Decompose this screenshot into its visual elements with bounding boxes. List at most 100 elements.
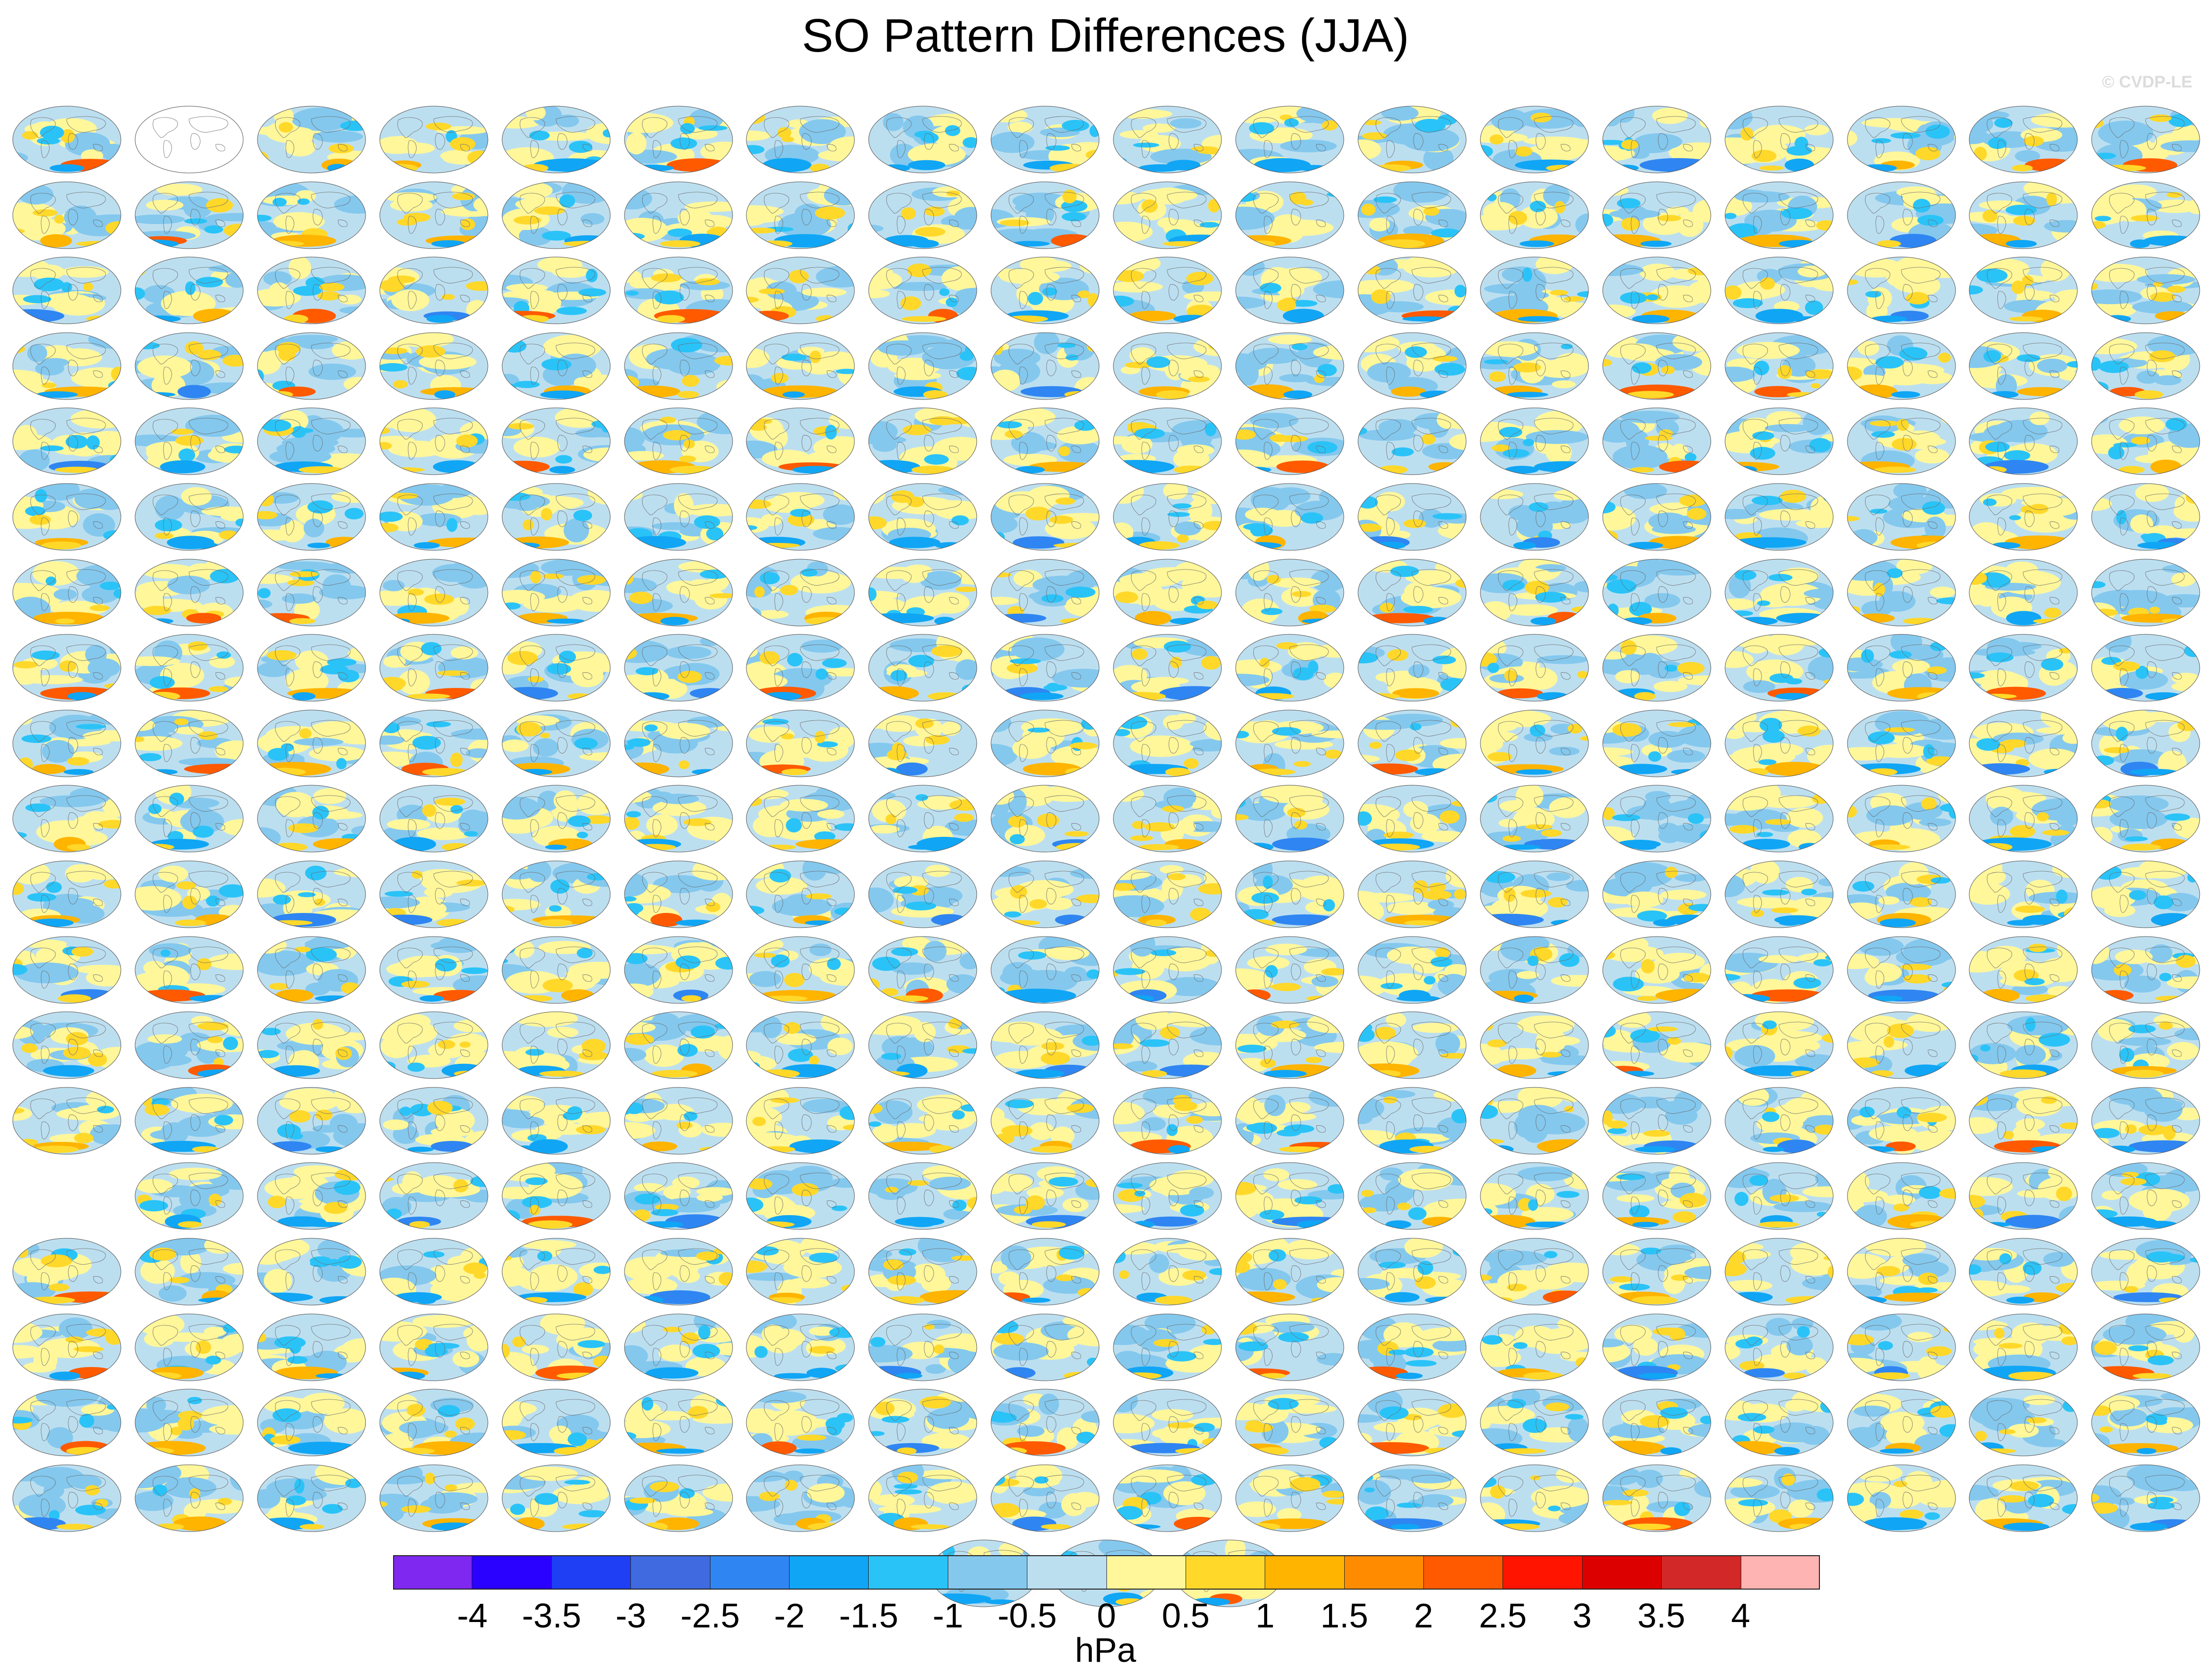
- global-map: [502, 1238, 611, 1306]
- global-map: [1847, 1162, 1956, 1230]
- global-map: [2091, 256, 2200, 324]
- map-panel: [1596, 1155, 1718, 1233]
- map-panel: [1962, 325, 2084, 403]
- global-map: [1235, 181, 1344, 249]
- global-map: [502, 332, 611, 400]
- map-panel: [1351, 1457, 1473, 1536]
- map-panel: [1106, 1306, 1228, 1385]
- colorbar-swatch: [948, 1555, 1028, 1590]
- map-panel: [1841, 626, 1962, 705]
- global-map: [257, 181, 366, 249]
- map-panel: [739, 249, 861, 328]
- global-map: [1113, 1087, 1222, 1155]
- map-panel: [1596, 929, 1718, 1007]
- global-map: [1725, 407, 1834, 475]
- map-panel: [739, 626, 861, 705]
- map-panel: [1596, 1306, 1718, 1385]
- map-panel: [1351, 98, 1473, 177]
- global-map: [135, 256, 244, 324]
- map-panel: [251, 853, 372, 932]
- global-map: [991, 332, 1100, 400]
- global-map: [502, 559, 611, 626]
- global-map: [12, 559, 121, 626]
- global-map: [746, 634, 855, 702]
- global-map: [1480, 1389, 1589, 1456]
- global-map: [379, 483, 488, 551]
- map-panel: [6, 853, 128, 932]
- map-panel: [739, 1004, 861, 1082]
- global-map: [868, 1313, 977, 1381]
- map-panel: [2085, 174, 2207, 253]
- global-map: [12, 1464, 121, 1532]
- global-map: [1480, 785, 1589, 853]
- global-map: [746, 936, 855, 1004]
- map-panel: [1841, 400, 1962, 479]
- global-map: [379, 936, 488, 1004]
- map-panel: [1229, 853, 1351, 932]
- map-panel: [2085, 1004, 2207, 1082]
- colorbar-swatch: [1662, 1555, 1741, 1590]
- global-map: [624, 1313, 733, 1381]
- global-map: [2091, 407, 2200, 475]
- global-map: [1847, 936, 1956, 1004]
- global-map: [1725, 1238, 1834, 1306]
- map-panel: [862, 929, 984, 1007]
- global-map: [1480, 1011, 1589, 1079]
- global-map: [624, 860, 733, 928]
- colorbar-swatch: [710, 1555, 790, 1590]
- global-map: [12, 256, 121, 324]
- map-panel: [1718, 551, 1840, 630]
- global-map: [1480, 634, 1589, 702]
- map-panel: [2085, 929, 2207, 1007]
- map-panel: [373, 1230, 495, 1309]
- map-panel: [128, 476, 250, 554]
- global-map: [868, 1389, 977, 1456]
- map-panel: [1351, 249, 1473, 328]
- map-panel: [1962, 626, 2084, 705]
- global-map: [1969, 785, 2078, 853]
- map-panel: [1106, 1080, 1228, 1158]
- map-panel: [739, 98, 861, 177]
- map-panel: [495, 98, 617, 177]
- global-map: [1358, 936, 1467, 1004]
- global-map: [1113, 1313, 1222, 1381]
- map-panel: [618, 702, 739, 781]
- colorbar-tick-label: -2.5: [680, 1596, 740, 1635]
- global-map: [1725, 256, 1834, 324]
- global-map: [746, 407, 855, 475]
- global-map: [1969, 1238, 2078, 1306]
- global-map: [502, 256, 611, 324]
- map-panel: [1106, 1230, 1228, 1309]
- global-map: [868, 1162, 977, 1230]
- map-panel: [1351, 1080, 1473, 1158]
- map-panel: [251, 325, 372, 403]
- global-map: [1602, 1238, 1711, 1306]
- global-map: [1847, 860, 1956, 928]
- map-panel: [251, 249, 372, 328]
- global-map: [502, 710, 611, 777]
- map-panel: [862, 1306, 984, 1385]
- global-map: [502, 634, 611, 702]
- global-map: [1113, 407, 1222, 475]
- map-panel: [1841, 702, 1962, 781]
- global-map: [746, 1238, 855, 1306]
- map-panel: [1718, 1381, 1840, 1460]
- map-panel: [1596, 249, 1718, 328]
- map-panel: [1229, 551, 1351, 630]
- global-map: [624, 332, 733, 400]
- map-panel: [1229, 98, 1351, 177]
- map-panel: [1106, 551, 1228, 630]
- map-panel: [495, 1004, 617, 1082]
- global-map: [135, 860, 244, 928]
- map-panel: [373, 929, 495, 1007]
- global-map: [624, 1087, 733, 1155]
- global-map: [624, 181, 733, 249]
- global-map: [1480, 407, 1589, 475]
- map-panel: [1718, 777, 1840, 856]
- map-panel: [984, 1155, 1106, 1233]
- global-map: [379, 860, 488, 928]
- map-panel: [1841, 1155, 1962, 1233]
- global-map: [991, 559, 1100, 626]
- colorbar-tick-label: -1.5: [839, 1596, 899, 1635]
- map-panel: [862, 400, 984, 479]
